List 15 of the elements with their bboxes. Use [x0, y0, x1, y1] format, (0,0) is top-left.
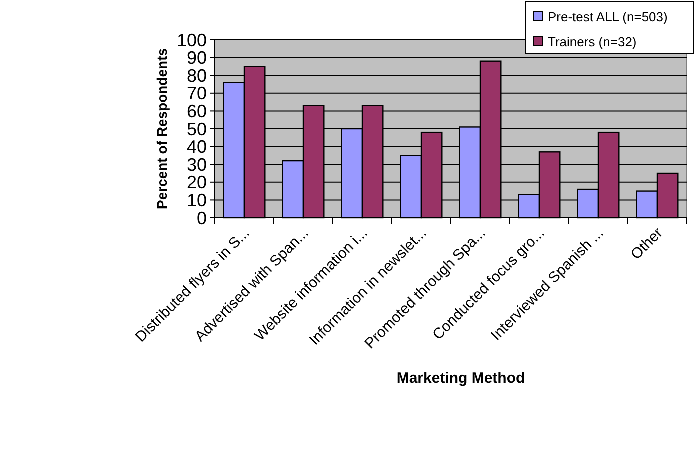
y-tick-label: 40 — [186, 137, 207, 158]
y-tick-label: 90 — [186, 48, 207, 68]
y-tick-label: 30 — [186, 154, 207, 175]
y-tick-label: 20 — [186, 172, 207, 193]
y-tick-label: 10 — [186, 190, 207, 210]
x-axis-title: Marketing Method — [396, 370, 526, 387]
y-tick-label: 0 — [196, 208, 207, 228]
y-axis-title: Percent of Respondents — [154, 48, 170, 210]
legend-label: Trainers (n=32) — [548, 34, 637, 50]
y-tick-label: 50 — [186, 119, 207, 140]
y-tick-label: 80 — [186, 66, 207, 86]
y-tick-label: 100 — [176, 30, 207, 50]
y-tick-label: 70 — [186, 84, 207, 104]
legend-label: Pre-test ALL (n=503) — [548, 10, 668, 25]
y-tick-label: 60 — [186, 102, 207, 122]
